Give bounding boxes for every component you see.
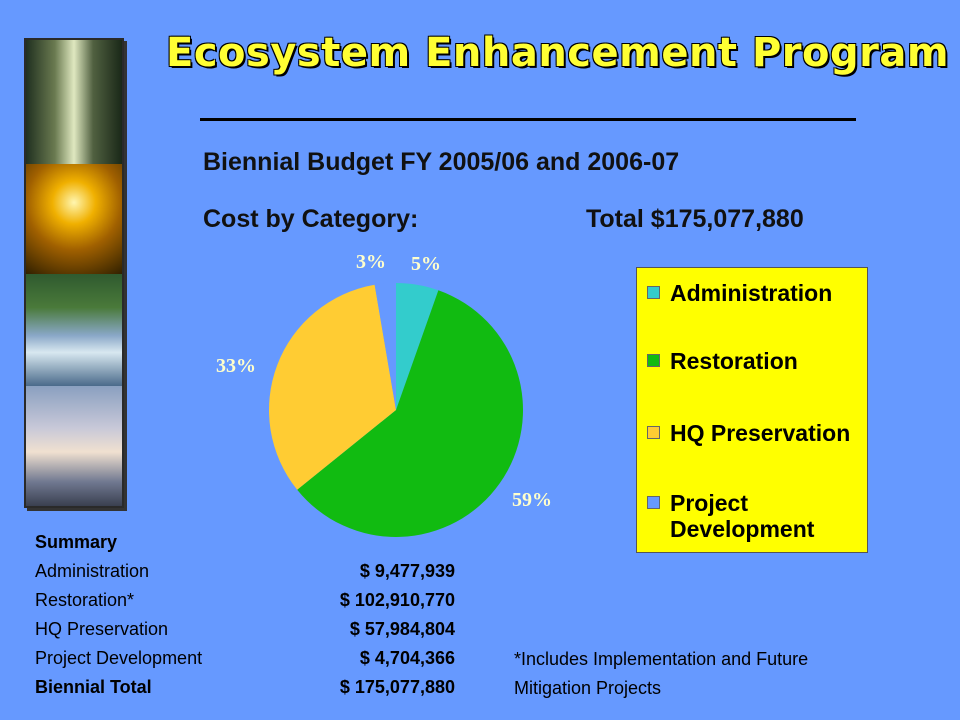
pie-slice-project-development [374,283,396,410]
summary-label: HQ Preservation [35,619,169,639]
sunset-lake-photo [26,164,122,274]
summary-row-restoration: Restoration* $ 102,910,770 [35,586,455,615]
budget-subtitle: Biennial Budget FY 2005/06 and 2006-07 [203,148,680,176]
summary-total-label: Biennial Total [35,677,152,697]
summary-value: $ 4,704,366 [359,648,455,668]
slice-label-restoration: 59% [512,489,552,511]
legend-label-project-development: Project Development [670,490,815,542]
summary-heading: Summary [35,532,118,552]
legend-label-restoration: Restoration [670,348,798,374]
budget-summary: Summary Administration $ 9,477,939 Resto… [35,528,455,702]
photo-strip [24,38,124,508]
footnote: *Includes Implementation and Future Miti… [514,649,809,698]
summary-row-project-development: Project Development $ 4,704,366 [35,644,455,673]
total-cost-label: Total $175,077,880 [586,205,804,233]
page-title: Ecosystem Enhancement Program [166,30,950,76]
legend-label-hq-preservation: HQ Preservation [670,420,851,446]
chart-legend: Administration Restoration HQ Preservati… [636,267,868,553]
legend-swatch-project-development [647,496,660,509]
shoreline-photo [26,386,122,506]
summary-label: Administration [35,561,150,581]
summary-value: $ 102,910,770 [339,590,455,610]
summary-row-hq-preservation: HQ Preservation $ 57,984,804 [35,615,455,644]
legend-swatch-hq-preservation [647,426,660,439]
title-divider [200,118,856,121]
legend-item-project-development: Project Development [647,490,870,542]
summary-label: Restoration* [35,590,135,610]
summary-total-value: $ 175,077,880 [339,677,455,697]
stream-photo [26,274,122,386]
slice-label-administration: 5% [411,253,441,275]
pie-slice-hq-preservation [269,284,396,490]
legend-swatch-restoration [647,354,660,367]
slice-label-hq-preservation: 33% [216,355,256,377]
legend-item-hq-preservation: HQ Preservation [647,420,870,446]
pie-slice-administration [396,283,439,410]
summary-row-administration: Administration $ 9,477,939 [35,557,455,586]
legend-label-administration: Administration [670,280,833,306]
cost-by-category-label: Cost by Category: [203,205,419,233]
legend-swatch-administration [647,286,660,299]
forest-photo [26,40,122,164]
summary-value: $ 9,477,939 [359,561,455,581]
pie-slice-restoration [297,290,523,537]
summary-label: Project Development [35,648,203,668]
slice-label-project-development: 3% [356,251,386,273]
summary-value: $ 57,984,804 [349,619,455,639]
legend-item-administration: Administration [647,280,870,306]
summary-row-total: Biennial Total $ 175,077,880 [35,673,455,702]
legend-item-restoration: Restoration [647,348,870,374]
